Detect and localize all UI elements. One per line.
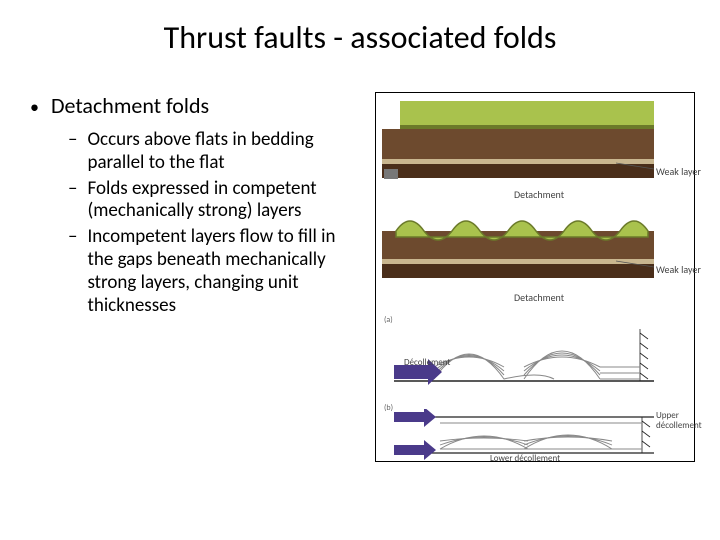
label-upper-decollement: Upperdécollement [656,411,702,431]
content-row: • Detachment folds – Occurs above flats … [0,92,720,462]
slide-title: Thrust faults - associated folds [0,0,720,57]
figure-column: Detachment Weak layer Detachment Weak la… [375,92,700,462]
figure-box: Detachment Weak layer Detachment Weak la… [375,92,695,462]
bullet-1-text: Detachment folds [51,92,209,119]
dash-icon: – [68,178,77,201]
dash-icon: – [68,226,77,249]
label-lower-decollement: Lower décollement [490,453,560,464]
bullet-level-1: • Detachment folds [30,92,365,119]
sub-bullet: – Folds expressed in competent (mechanic… [68,178,365,224]
sub-bullet-list: – Occurs above flats in bedding parallel… [68,129,365,317]
sub-bullet: – Incompetent layers flow to fill in the… [68,226,365,317]
panel-2-folded-layers [382,213,654,285]
sub-bullet-text: Folds expressed in competent (mechanical… [87,178,365,224]
sub-bullet-text: Incompetent layers flow to fill in the g… [87,226,365,317]
sub-bullet-text: Occurs above flats in bedding parallel t… [87,129,365,175]
panel-1-flat-layers [382,101,654,186]
label-detachment: Detachment [514,188,564,201]
label-decollement: Décollement [404,357,450,368]
pointer-line-1 [616,155,666,185]
dash-icon: – [68,129,77,152]
marker-b: (b) [384,403,393,413]
bullet-dot-icon: • [30,98,39,116]
label-detachment-2: Detachment [514,291,564,304]
text-column: • Detachment folds – Occurs above flats … [30,92,365,462]
pointer-line-2 [616,253,666,283]
marker-a: (a) [384,315,393,325]
sub-bullet: – Occurs above flats in bedding parallel… [68,129,365,175]
